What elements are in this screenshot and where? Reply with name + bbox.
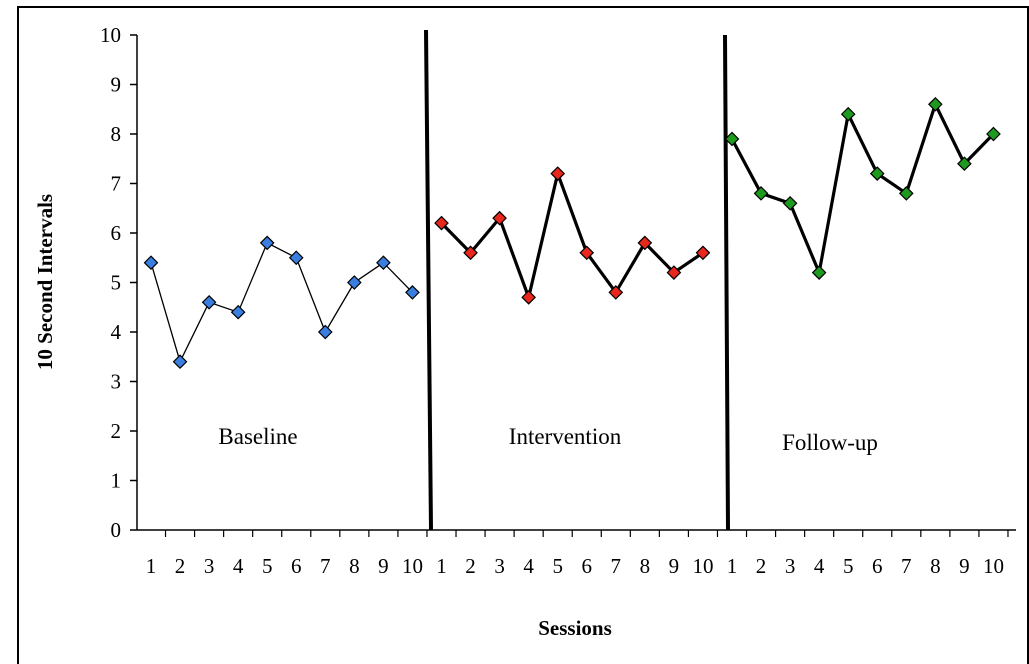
x-tick-label: 4: [523, 554, 534, 578]
y-tick-label: 5: [111, 271, 122, 295]
y-tick-label: 1: [111, 469, 122, 493]
data-point: [928, 96, 943, 112]
data-point: [957, 156, 972, 172]
x-tick-label: 10: [692, 554, 713, 578]
data-point: [869, 166, 885, 181]
x-tick-label: 9: [378, 554, 389, 578]
x-tick-label: 2: [756, 554, 767, 578]
phase-label-baseline: Baseline: [218, 424, 297, 449]
x-tick-label: 6: [291, 554, 302, 578]
data-point: [666, 265, 682, 280]
phase-label-follow-up: Follow-up: [782, 430, 878, 455]
phase-divider-1: [424, 29, 433, 531]
x-tick-label: 8: [349, 554, 360, 578]
x-tick-label: 2: [465, 554, 476, 578]
x-tick-label: 10: [402, 554, 423, 578]
x-tick-label: 8: [930, 554, 941, 578]
x-tick-label: 1: [727, 554, 738, 578]
data-point: [840, 106, 856, 122]
data-point: [811, 265, 827, 280]
y-axis-title: 10 Second Intervals: [33, 194, 57, 370]
x-tick-label: 4: [233, 554, 244, 578]
x-tick-label: 8: [640, 554, 651, 578]
data-point: [376, 255, 391, 271]
data-point: [637, 235, 653, 251]
x-tick-label: 1: [146, 554, 157, 578]
data-point: [550, 166, 566, 181]
data-point: [579, 245, 595, 261]
data-point: [898, 186, 914, 201]
x-tick-label: 5: [552, 554, 563, 578]
x-tick-label: 6: [872, 554, 883, 578]
x-tick-label: 3: [785, 554, 796, 578]
phase-divider-2: [723, 34, 730, 531]
data-point: [347, 275, 362, 290]
data-point: [230, 304, 246, 320]
y-tick-label: 10: [100, 23, 121, 47]
data-point: [143, 255, 159, 271]
y-tick-label: 8: [111, 122, 122, 146]
data-point: [521, 290, 536, 305]
x-tick-label: 7: [901, 554, 912, 578]
y-tick-label: 4: [111, 320, 122, 344]
x-tick-label: 7: [320, 554, 331, 578]
y-tick-label: 9: [111, 73, 122, 97]
x-tick-label: 3: [204, 554, 215, 578]
x-tick-label: 4: [814, 554, 825, 578]
series-line-follow-up: [730, 100, 995, 279]
x-axis-title: Sessions: [538, 616, 612, 640]
x-tick-label: 3: [494, 554, 505, 578]
series-line-intervention: [440, 168, 704, 303]
data-point: [753, 186, 769, 201]
x-tick-label: 5: [843, 554, 854, 578]
data-point: [724, 131, 740, 147]
data-point: [317, 324, 333, 340]
data-point: [695, 245, 711, 261]
x-tick-label: 5: [262, 554, 273, 578]
data-point: [172, 354, 188, 370]
data-point: [259, 235, 275, 251]
data-point: [288, 250, 304, 266]
x-tick-label: 2: [175, 554, 186, 578]
y-tick-label: 7: [111, 172, 122, 196]
data-point: [434, 215, 449, 231]
data-point: [782, 195, 798, 211]
y-tick-label: 6: [111, 221, 122, 245]
x-tick-label: 10: [983, 554, 1004, 578]
data-point: [405, 285, 420, 300]
y-tick-label: 0: [111, 518, 122, 542]
y-tick-label: 2: [111, 419, 122, 443]
data-point: [986, 126, 1001, 142]
phase-label-intervention: Intervention: [509, 424, 622, 449]
x-tick-label: 9: [959, 554, 970, 578]
series-line-baseline: [150, 242, 413, 364]
x-tick-label: 9: [669, 554, 680, 578]
x-tick-label: 1: [436, 554, 447, 578]
y-tick-label: 3: [111, 370, 122, 394]
data-point: [492, 210, 507, 226]
x-tick-label: 6: [582, 554, 593, 578]
chart-border: [17, 6, 1029, 664]
x-tick-label: 7: [611, 554, 622, 578]
data-point: [608, 285, 624, 300]
data-point: [463, 245, 478, 261]
data-point: [201, 294, 217, 310]
